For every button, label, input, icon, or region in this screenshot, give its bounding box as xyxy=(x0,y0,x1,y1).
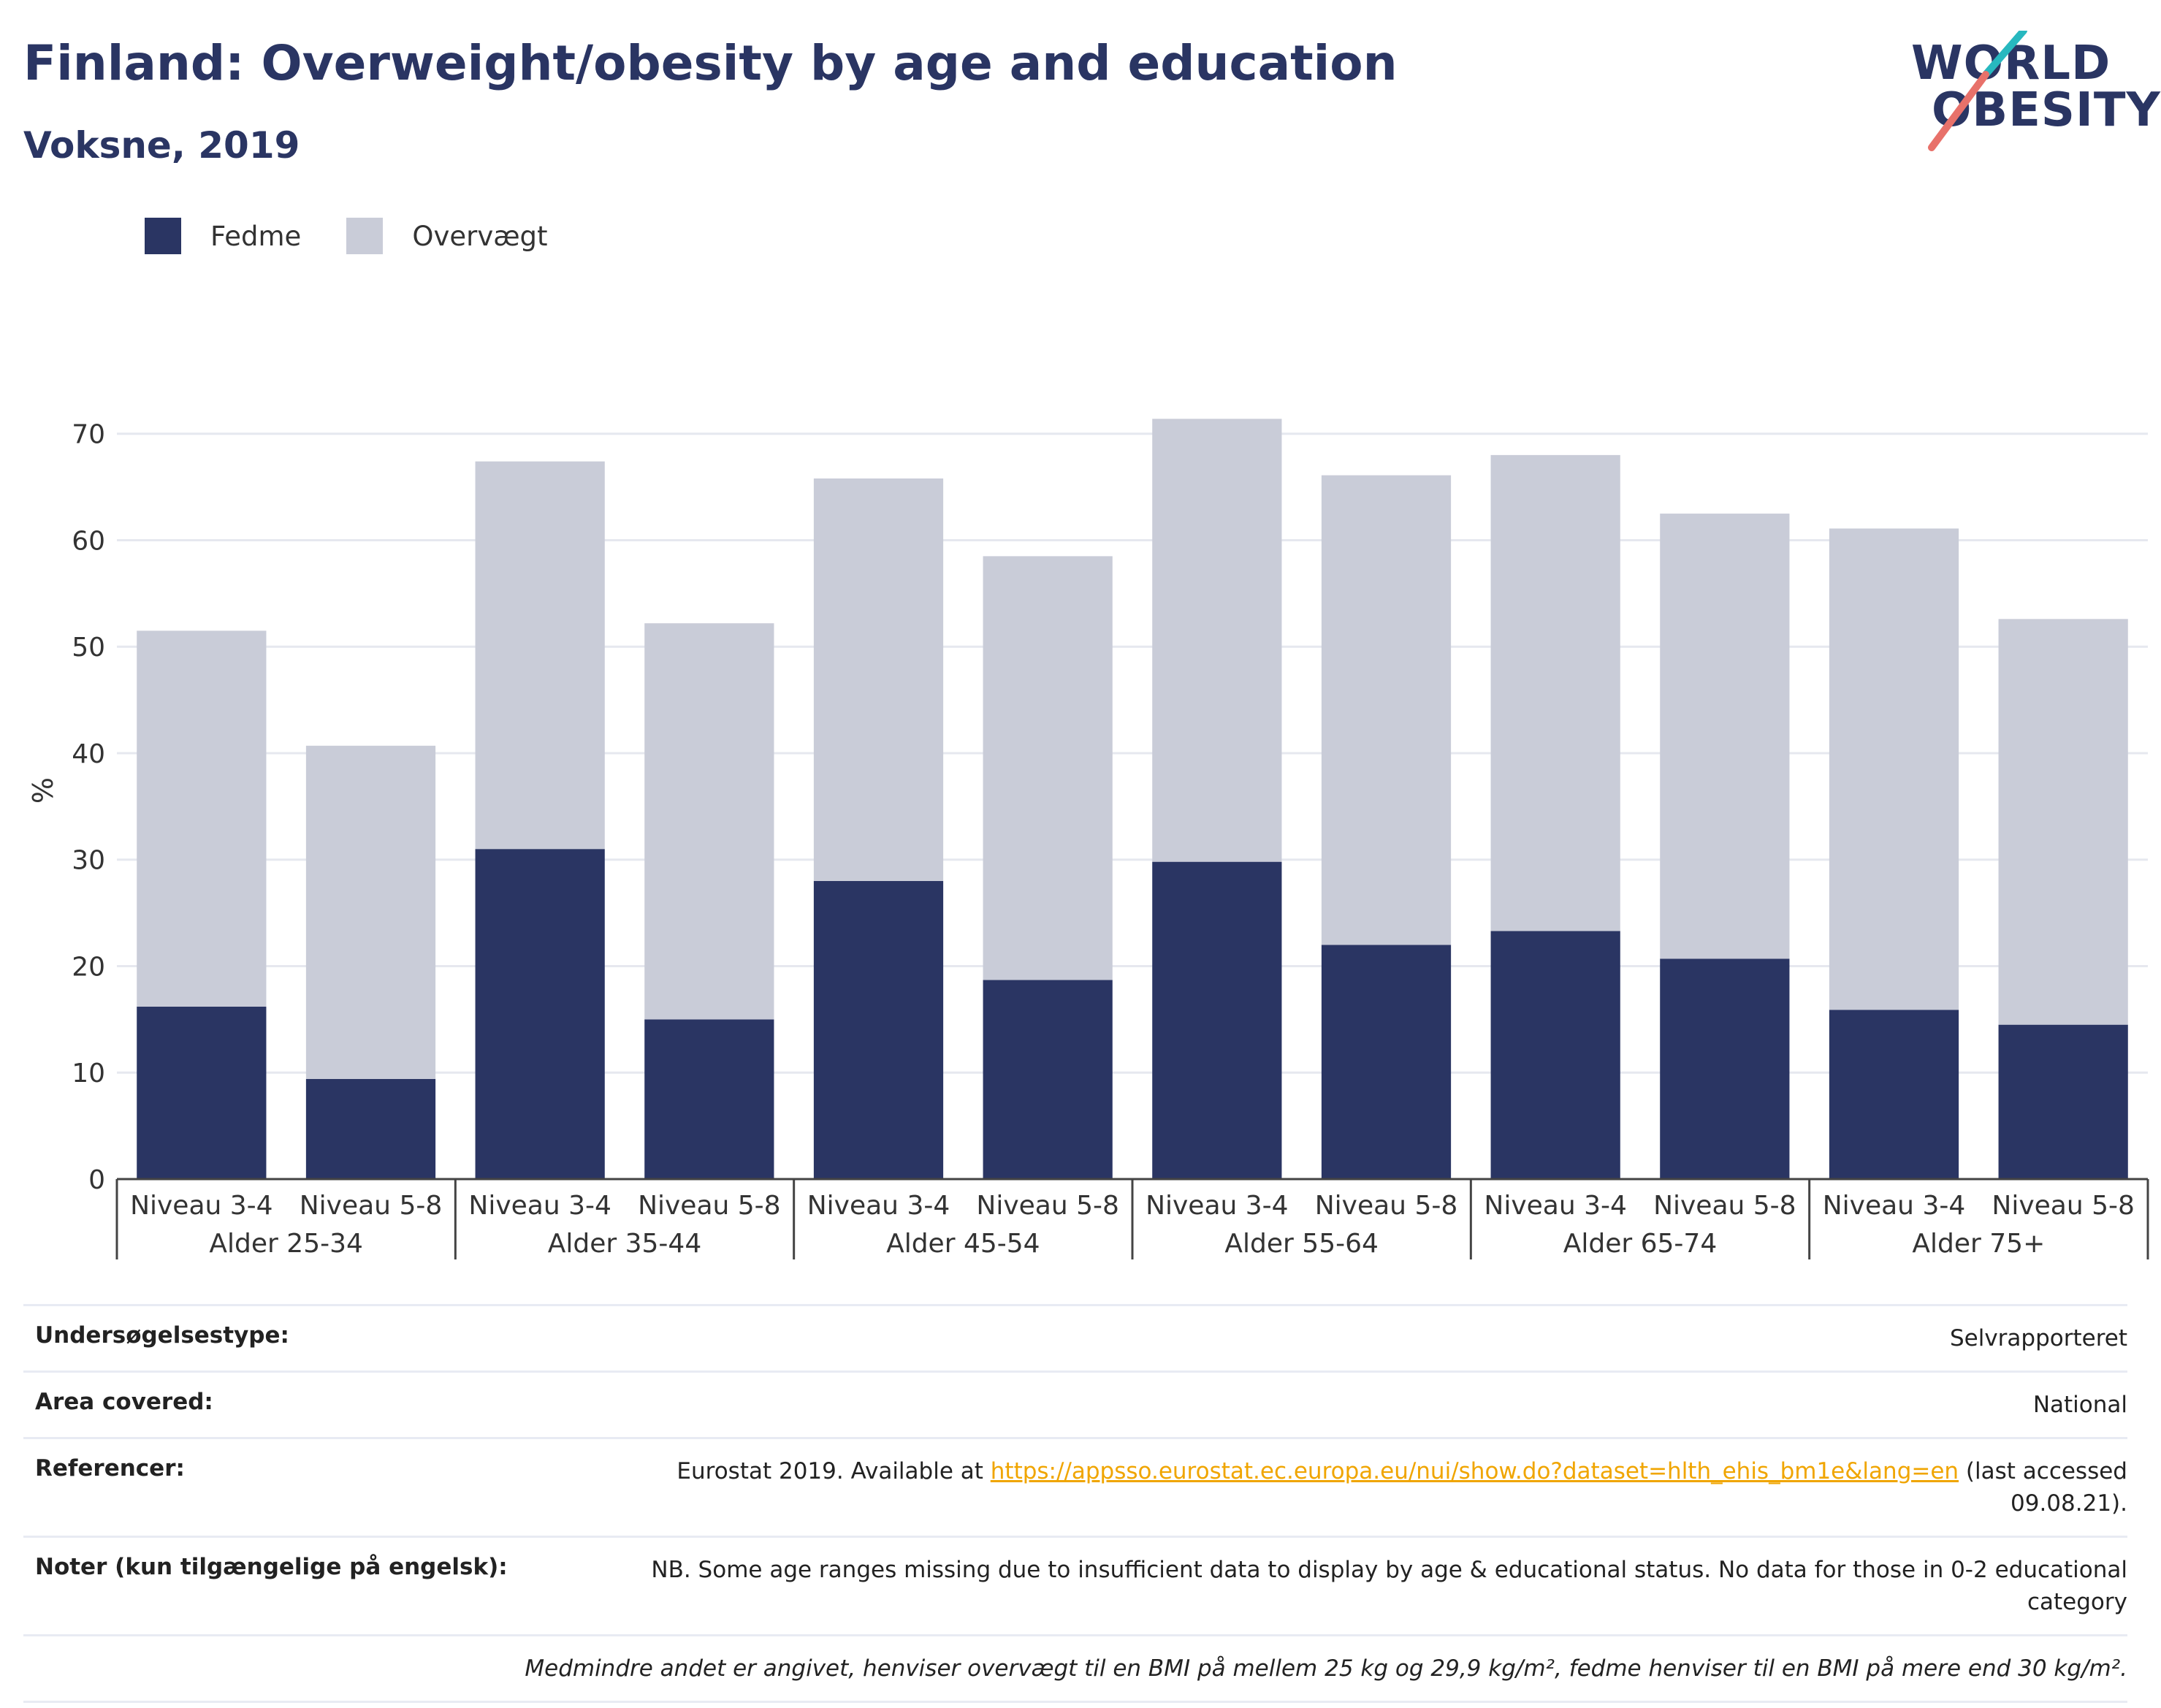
row-references: Referencer: Eurostat 2019. Available at … xyxy=(23,1437,2127,1536)
x-tick-label: Niveau 5-8 xyxy=(638,1191,781,1221)
y-tick-label: 10 xyxy=(72,1059,105,1089)
y-tick-label: 40 xyxy=(72,739,105,769)
world-obesity-logo: WORLD OBESITY xyxy=(1899,31,2160,155)
legend-label-fedme: Fedme xyxy=(210,220,302,252)
x-group-label: Alder 55-64 xyxy=(1224,1229,1378,1259)
legend-swatch-fedme xyxy=(145,218,181,254)
y-tick-label: 30 xyxy=(72,846,105,876)
bar-fedme xyxy=(1321,945,1452,1179)
x-group-label: Alder 35-44 xyxy=(548,1229,701,1259)
area-value: National xyxy=(2032,1392,2127,1418)
x-tick-label: Niveau 5-8 xyxy=(1315,1191,1458,1221)
references-label: Referencer: xyxy=(35,1455,185,1482)
bar-overvaegt xyxy=(1998,619,2128,1025)
eurostat-link[interactable]: https://appsso.eurostat.ec.europa.eu/nui… xyxy=(990,1458,1959,1484)
bar-fedme xyxy=(983,980,1113,1179)
x-group-label: Alder 45-54 xyxy=(886,1229,1040,1259)
y-tick-label: 70 xyxy=(72,420,105,450)
bar-fedme xyxy=(305,1078,436,1179)
x-tick-label: Niveau 3-4 xyxy=(1146,1191,1289,1221)
y-axis-title: % xyxy=(27,777,59,804)
area-label: Area covered: xyxy=(35,1389,213,1415)
table-bottom-divider xyxy=(23,1701,2127,1703)
bar-overvaegt xyxy=(1660,514,1790,959)
y-tick-label: 60 xyxy=(72,526,105,556)
logo-slash-icon xyxy=(1928,31,2027,151)
y-tick-label: 20 xyxy=(72,952,105,982)
row-area-covered: Area covered: National xyxy=(23,1370,2127,1437)
x-group-label: Alder 65-74 xyxy=(1563,1229,1717,1259)
row-survey-type: Undersøgelsestype: Selvrapporteret xyxy=(23,1304,2127,1370)
legend-label-overvaegt: Overvægt xyxy=(412,220,548,252)
x-tick-label: Niveau 3-4 xyxy=(130,1191,273,1221)
row-notes: Noter (kun tilgængelige på engelsk): NB.… xyxy=(23,1536,2127,1634)
x-tick-label: Niveau 3-4 xyxy=(1823,1191,1966,1221)
bar-fedme xyxy=(1829,1010,1959,1179)
info-table: Undersøgelsestype: Selvrapporteret Area … xyxy=(23,1304,2127,1703)
x-tick-label: Niveau 3-4 xyxy=(807,1191,950,1221)
x-tick-label: Niveau 5-8 xyxy=(976,1191,1119,1221)
legend-swatch-overvaegt xyxy=(346,218,384,254)
x-tick-label: Niveau 3-4 xyxy=(468,1191,611,1221)
bar-overvaegt xyxy=(813,478,944,881)
bar-overvaegt xyxy=(305,745,436,1079)
y-tick-label: 50 xyxy=(72,633,105,663)
bar-fedme xyxy=(813,880,944,1179)
bar-fedme xyxy=(1998,1024,2128,1179)
notes-label: Noter (kun tilgængelige på engelsk): xyxy=(35,1554,508,1580)
x-group-label: Alder 75+ xyxy=(1912,1229,2045,1259)
x-group-label: Alder 25-34 xyxy=(209,1229,362,1259)
x-tick-label: Niveau 3-4 xyxy=(1484,1191,1627,1221)
row-bmi-note: Medmindre andet er angivet, henviser ove… xyxy=(23,1634,2127,1701)
x-tick-label: Niveau 5-8 xyxy=(1653,1191,1796,1221)
x-tick-label: Niveau 5-8 xyxy=(300,1191,443,1221)
references-suffix: (last accessed 09.08.21). xyxy=(1959,1458,2127,1517)
bar-overvaegt xyxy=(475,461,605,850)
bar-overvaegt xyxy=(1321,475,1452,945)
bar-overvaegt xyxy=(983,556,1113,980)
bar-fedme xyxy=(475,849,605,1179)
stacked-bar-chart: 0 10 20 30 40 50 60 70% Niveau 3-4 Niveau 5-8 Nive… xyxy=(27,419,2149,1259)
notes-value: NB. Some age ranges missing due to insuf… xyxy=(651,1557,2127,1615)
survey-type-value: Selvrapporteret xyxy=(1949,1325,2127,1351)
bmi-definition-note: Medmindre andet er angivet, henviser ove… xyxy=(525,1655,2127,1682)
chart-subtitle: Voksne, 2019 xyxy=(23,124,300,167)
survey-type-label: Undersøgelsestype: xyxy=(35,1322,289,1349)
chart-title: Finland: Overweight/obesity by age and e… xyxy=(23,35,1398,91)
chart-legend: Fedme Overvægt xyxy=(145,216,593,256)
bar-overvaegt xyxy=(644,623,774,1020)
bar-fedme xyxy=(1660,958,1790,1179)
bar-overvaegt xyxy=(1829,528,1959,1010)
bar-overvaegt xyxy=(137,630,267,1007)
bar-fedme xyxy=(1152,861,1282,1179)
references-value: Eurostat 2019. Available at https://apps… xyxy=(644,1439,2127,1536)
bar-fedme xyxy=(644,1019,774,1179)
references-prefix: Eurostat 2019. Available at xyxy=(676,1458,991,1484)
x-tick-label: Niveau 5-8 xyxy=(1992,1191,2135,1221)
bar-overvaegt xyxy=(1490,454,1620,931)
bar-fedme xyxy=(137,1006,267,1179)
bar-overvaegt xyxy=(1152,419,1282,862)
y-tick-label: 0 xyxy=(88,1165,105,1195)
bar-fedme xyxy=(1490,931,1620,1179)
